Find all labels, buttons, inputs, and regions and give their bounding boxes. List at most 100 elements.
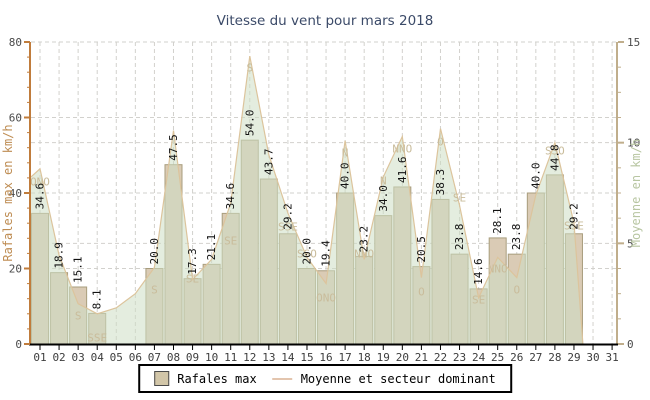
bar-value-label: 40.0	[529, 163, 542, 190]
bar-value-label: 43.7	[262, 149, 275, 176]
x-tick-label: 06	[129, 351, 142, 364]
sector-label: NNO	[488, 263, 508, 276]
x-tick-label: 05	[110, 351, 123, 364]
right-tick-label: 15	[627, 36, 640, 49]
bar-value-label: 41.6	[396, 156, 409, 183]
bar-value-label: 47.5	[167, 134, 180, 161]
moyenne-area-fill	[31, 56, 583, 344]
moyenne-area	[30, 55, 584, 345]
sector-label: NNO	[354, 248, 374, 261]
bar-value-label: 23.8	[453, 224, 466, 251]
x-tick-label: 24	[472, 351, 486, 364]
bar-value-label: 29.2	[567, 203, 580, 230]
sector-label: O	[418, 286, 425, 299]
sector-label: SSO	[545, 145, 565, 158]
sector-label: N	[380, 175, 387, 188]
bar-value-label: 23.2	[358, 226, 371, 253]
legend-line-swatch	[272, 377, 293, 380]
x-tick-label: 13	[262, 351, 275, 364]
x-tick-label: 09	[186, 351, 199, 364]
x-tick-label: 10	[205, 351, 218, 364]
x-tick-label: 08	[167, 351, 180, 364]
x-tick-label: 16	[319, 351, 332, 364]
left-tick-label: 0	[15, 338, 22, 351]
x-tick-label: 02	[52, 351, 65, 364]
bar-value-label: 14.6	[472, 258, 485, 285]
x-tick-label: 30	[586, 351, 599, 364]
sector-label: S	[246, 62, 253, 75]
bar-value-label: 34.6	[224, 183, 237, 210]
bar-value-labels: 34.6 18.9 15.1 8.1 20.0 47.5 17.3 21.1 34.6 54.0 4…	[34, 110, 581, 310]
moyenne-line	[30, 55, 584, 345]
x-tick-label: 03	[72, 351, 85, 364]
sector-label: O	[437, 136, 444, 149]
bar-value-label: 44.8	[548, 144, 561, 171]
left-tick-label: 20	[9, 263, 22, 276]
bar-value-label: 54.0	[243, 110, 256, 137]
sector-label: S	[75, 310, 82, 323]
sector-label: SSO	[297, 248, 317, 261]
x-tick-label: 11	[224, 351, 237, 364]
x-tick-label: 27	[529, 351, 542, 364]
left-tick-label: 80	[9, 36, 22, 49]
x-tick-label: 12	[243, 351, 256, 364]
sector-label: SSE	[87, 332, 107, 345]
right-axis-title: Moyenne en km/h	[629, 139, 643, 247]
x-tick-label: 17	[338, 351, 351, 364]
sector-label: SE	[224, 235, 237, 248]
sector-label: ONO	[316, 292, 336, 305]
bar-value-label: 23.8	[510, 224, 523, 251]
x-tick-label: 14	[281, 351, 295, 364]
left-tick-label: 60	[9, 112, 22, 125]
bar-value-label: 38.3	[434, 169, 447, 196]
x-tick-label: 01	[33, 351, 46, 364]
x-tick-label: 29	[567, 351, 580, 364]
bar-value-label: 28.1	[491, 207, 504, 234]
right-tick-label: 5	[627, 237, 634, 250]
x-tick-label: 25	[491, 351, 504, 364]
left-axis-title: Rafales max en km/h	[1, 124, 15, 261]
bar-value-label: 20.0	[148, 238, 161, 265]
left-tick-label: 40	[9, 187, 22, 200]
bar-value-label: 29.2	[281, 203, 294, 230]
bar-value-label: 17.3	[186, 248, 199, 275]
x-tick-label: 15	[300, 351, 313, 364]
x-tick-label: 28	[548, 351, 561, 364]
x-tick-label: 22	[434, 351, 447, 364]
sector-label: SSE	[278, 221, 298, 234]
legend-moyenne-label: Moyenne et secteur dominant	[300, 371, 496, 386]
legend-bar-swatch	[154, 371, 170, 386]
x-tick-label: 04	[91, 351, 105, 364]
bar-value-label: 40.0	[339, 163, 352, 190]
x-tick-label: 31	[605, 351, 618, 364]
bar-value-label: 19.4	[320, 240, 333, 267]
x-tick-label: 19	[377, 351, 390, 364]
right-tick-label: 10	[627, 137, 640, 150]
legend: Rafales max Moyenne et secteur dominant	[138, 364, 512, 393]
sector-label: ONO	[30, 176, 50, 189]
sector-label: SE	[472, 294, 485, 307]
sector-labels: ONOSSSESSESESSSESSOONONNNONNNOOOSESENNOO…	[30, 62, 584, 345]
sector-label: NNO	[392, 143, 412, 156]
x-tick-label: 07	[148, 351, 161, 364]
sector-label: S	[151, 284, 158, 297]
x-tick-label: 18	[358, 351, 371, 364]
sector-label: SE	[186, 273, 199, 286]
sector-label: SSE	[564, 220, 584, 233]
bar-value-label: 21.1	[205, 234, 218, 261]
sector-label: SE	[453, 192, 466, 205]
bar-value-label: 18.9	[53, 242, 66, 269]
bar-value-label: 34.0	[377, 185, 390, 212]
legend-rafales-label: Rafales max	[177, 371, 257, 386]
sector-label: N	[342, 147, 349, 160]
bar-value-label: 15.1	[72, 256, 85, 283]
x-tick-label: 23	[453, 351, 466, 364]
bar-value-label: 8.1	[91, 290, 104, 310]
x-tick-label: 20	[396, 351, 409, 364]
x-tick-label: 21	[415, 351, 428, 364]
bar-value-label: 20.0	[300, 238, 313, 265]
x-tick-label: 26	[510, 351, 523, 364]
